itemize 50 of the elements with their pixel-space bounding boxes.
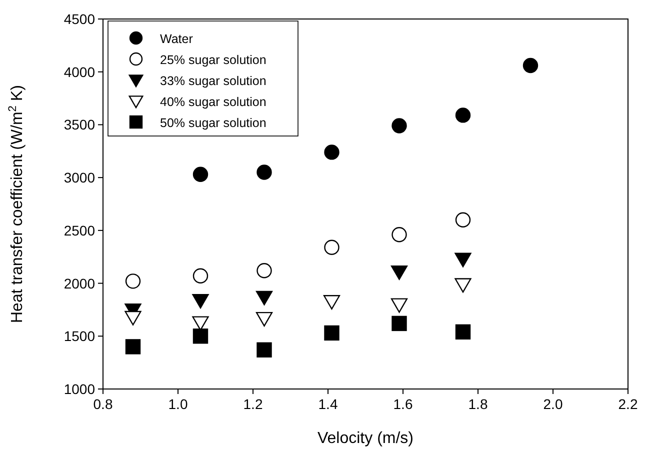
- point: [455, 108, 471, 123]
- legend-label: Water: [160, 32, 193, 46]
- y-tick-label: 1500: [64, 328, 96, 344]
- x-tick-label: 1.2: [243, 396, 263, 412]
- point: [125, 274, 141, 289]
- x-axis-title: Velocity (m/s): [317, 430, 414, 447]
- legend-label: 50% sugar solution: [160, 116, 266, 130]
- legend-label: 40% sugar solution: [160, 95, 266, 109]
- point: [192, 316, 209, 331]
- x-tick-label: 1.0: [168, 396, 188, 412]
- y-tick-label: 2000: [64, 275, 96, 292]
- x-tick-label: 1.6: [393, 396, 413, 412]
- legend-label: 33% sugar solution: [160, 74, 266, 88]
- point: [192, 328, 208, 344]
- x-tick-label: 2.2: [618, 396, 638, 412]
- x-tick-label: 2.0: [543, 396, 563, 412]
- x-tick-label: 1.8: [468, 396, 488, 412]
- point: [192, 294, 209, 308]
- legend-label: 25% sugar solution: [160, 53, 266, 67]
- point: [324, 144, 340, 160]
- point: [324, 325, 340, 341]
- point: [390, 265, 408, 280]
- point: [125, 339, 141, 354]
- point: [454, 252, 472, 268]
- point: [256, 342, 272, 358]
- point: [192, 166, 208, 182]
- point: [392, 118, 407, 134]
- point: [454, 278, 472, 293]
- y-tick-label: 3000: [64, 170, 96, 186]
- x-tick-label: 1.4: [318, 396, 338, 412]
- point: [324, 240, 340, 255]
- point: [256, 290, 273, 306]
- point: [256, 312, 273, 326]
- point: [455, 212, 471, 228]
- x-tick-label: 0.8: [93, 396, 113, 412]
- point: [392, 316, 407, 332]
- y-tick-label: 1000: [64, 381, 96, 397]
- point: [392, 227, 407, 242]
- point: [323, 295, 340, 310]
- point: [455, 324, 471, 340]
- point: [256, 164, 272, 180]
- point: [256, 263, 272, 278]
- point: [522, 58, 538, 74]
- y-tick-label: 3500: [64, 116, 96, 133]
- y-tick-label: 2500: [64, 222, 96, 238]
- y-tick-label: 4500: [64, 11, 96, 27]
- y-tick-label: 4000: [64, 64, 96, 80]
- point: [192, 268, 208, 284]
- point: [390, 298, 408, 313]
- point: [124, 310, 142, 326]
